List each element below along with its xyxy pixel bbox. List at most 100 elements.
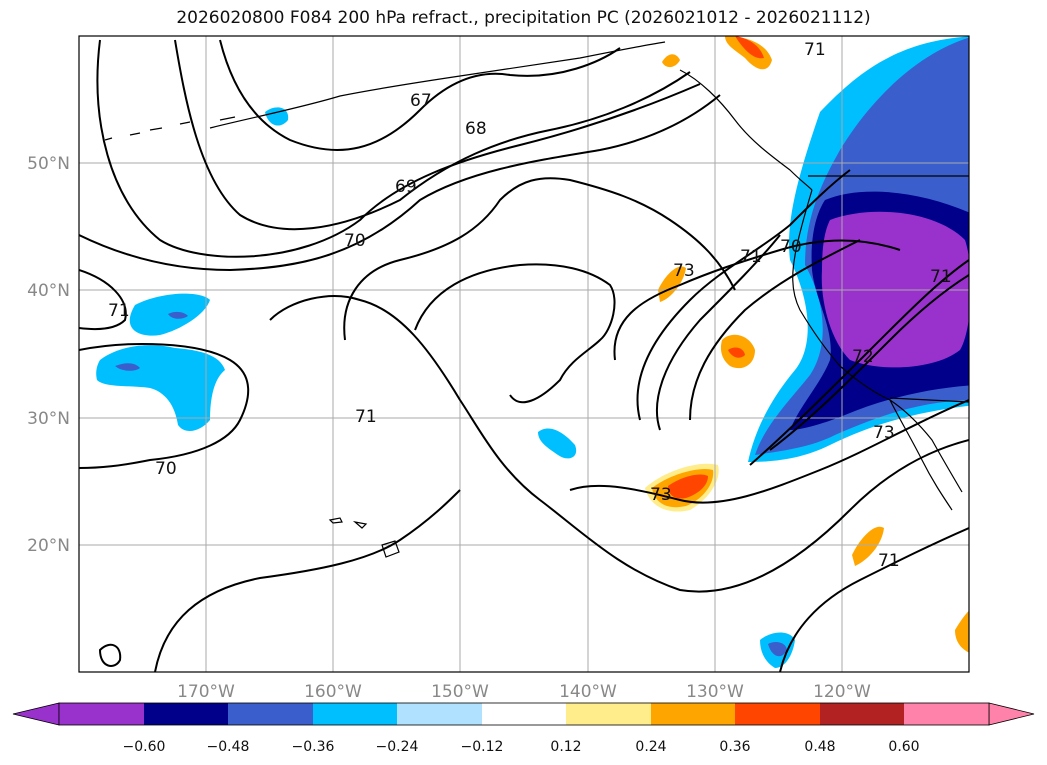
contour-line-70-east bbox=[656, 234, 781, 431]
colorbar-segment bbox=[228, 703, 313, 725]
contour-line-70-loop bbox=[79, 343, 250, 469]
colorbar-segment bbox=[313, 703, 397, 725]
precip-region-subtropical-c bbox=[768, 642, 787, 657]
coastline-baja bbox=[889, 399, 953, 511]
contour-line-coast-inner bbox=[749, 259, 969, 466]
contour-line-71-main bbox=[269, 295, 969, 593]
colorbar-segment bbox=[482, 703, 566, 725]
lon-tick-label: 150°W bbox=[431, 682, 489, 702]
colorbar-tick-label: 0.24 bbox=[635, 739, 666, 755]
colorbar-extend-left bbox=[12, 702, 60, 726]
contour-label: 68 bbox=[465, 119, 487, 139]
contour-label: 71 bbox=[108, 301, 130, 321]
colorbar-segment bbox=[566, 703, 651, 725]
colorbar-segment bbox=[735, 703, 820, 725]
colorbar-tick-label: −0.36 bbox=[292, 739, 335, 755]
coastline-alaska-aleutians bbox=[209, 41, 666, 129]
lon-tick-label: 140°W bbox=[559, 682, 617, 702]
contour-label: 70 bbox=[780, 237, 802, 257]
coastline-hawaii-b bbox=[352, 521, 368, 529]
contour-line-73-inner bbox=[414, 263, 616, 404]
contour-label: 71 bbox=[804, 40, 826, 60]
contour-label: 71 bbox=[740, 247, 762, 267]
refractivity-contours bbox=[79, 39, 969, 672]
contour-line-coast-inner-2 bbox=[769, 274, 969, 451]
contour-line-71-west bbox=[79, 269, 127, 330]
contour-label: 73 bbox=[673, 261, 695, 281]
contour-label: 70 bbox=[344, 231, 366, 251]
colorbar-tick-label: −0.24 bbox=[376, 739, 419, 755]
border-us-mexico bbox=[889, 397, 969, 403]
colorbar: −0.60 −0.48 −0.36 −0.24 −0.12 0.12 0.24 … bbox=[12, 702, 1035, 755]
colorbar-segment bbox=[397, 703, 482, 725]
contour-label: 73 bbox=[873, 423, 895, 443]
contour-line-69 bbox=[96, 39, 701, 258]
lon-tick-label: 170°W bbox=[177, 682, 235, 702]
precip-region-positive-north bbox=[725, 36, 772, 70]
contour-line-72-east bbox=[689, 239, 861, 421]
coastlines bbox=[104, 41, 969, 558]
contour-label: 71 bbox=[878, 551, 900, 571]
contour-label: 72 bbox=[852, 347, 874, 367]
colorbar-segment bbox=[651, 703, 735, 725]
precip-region-positive-small-a bbox=[658, 266, 686, 302]
colorbar-tick-label: −0.48 bbox=[207, 739, 250, 755]
colorbar-segment bbox=[820, 703, 904, 725]
lat-tick-label: 30°N bbox=[27, 409, 70, 429]
precip-region-positive-small-c bbox=[955, 610, 969, 653]
contour-labels: 67 68 69 70 71 71 71 70 71 73 73 73 72 7… bbox=[108, 40, 952, 571]
map-title: 2026020800 F084 200 hPa refract., precip… bbox=[176, 8, 871, 28]
contour-line-72 bbox=[343, 177, 736, 341]
lat-tick-label: 20°N bbox=[27, 536, 70, 556]
colorbar-segment bbox=[59, 703, 144, 725]
precip-region-central-pacific-d bbox=[168, 311, 188, 319]
contour-line-70-north bbox=[79, 94, 721, 272]
coastline-aleutian-islands bbox=[104, 116, 236, 141]
lat-axis: 50°N 40°N 30°N 20°N bbox=[27, 154, 70, 556]
precip-region-positive-small-b bbox=[852, 526, 884, 566]
coastline-hawaii-c bbox=[381, 540, 400, 558]
colorbar-segment bbox=[144, 703, 228, 725]
contour-line-73-outer bbox=[613, 239, 901, 361]
lat-tick-label: 40°N bbox=[27, 281, 70, 301]
contour-label: 70 bbox=[155, 459, 177, 479]
lon-axis: 170°W 160°W 150°W 140°W 130°W 120°W bbox=[177, 682, 871, 702]
lon-tick-label: 160°W bbox=[304, 682, 362, 702]
coastline-british-columbia bbox=[679, 69, 813, 191]
precip-region-positive-offshore-core bbox=[728, 347, 745, 358]
map-frame bbox=[78, 35, 970, 673]
contour-line-71-east bbox=[636, 169, 851, 421]
contour-label: 73 bbox=[650, 485, 672, 505]
contour-line-southwest bbox=[154, 489, 461, 672]
colorbar-tick-label: 0.12 bbox=[550, 739, 581, 755]
coastline-us-west-coast bbox=[792, 189, 963, 493]
colorbar-frame bbox=[58, 702, 990, 726]
precip-region-subtropical-a bbox=[538, 428, 577, 459]
gridlines bbox=[79, 36, 969, 672]
lon-tick-label: 130°W bbox=[686, 682, 744, 702]
colorbar-tick-label: 0.60 bbox=[888, 739, 919, 755]
map-panel: 67 68 69 70 71 71 71 70 71 73 73 73 72 7… bbox=[78, 35, 970, 673]
colorbar-tick-label: −0.12 bbox=[461, 739, 504, 755]
lon-tick-label: 120°W bbox=[813, 682, 871, 702]
precip-region-aleutian bbox=[265, 107, 289, 126]
contour-label: 71 bbox=[355, 407, 377, 427]
precip-region-positive-east-pacific-core bbox=[668, 474, 708, 499]
contour-label: 71 bbox=[930, 267, 952, 287]
contour-line-68 bbox=[174, 39, 691, 231]
contour-line-67 bbox=[219, 39, 621, 151]
colorbar-tick-label: −0.60 bbox=[123, 739, 166, 755]
precipitation-shading bbox=[96, 36, 969, 668]
coastline-hawaii-a bbox=[328, 517, 343, 524]
contour-line-small-loop bbox=[98, 643, 122, 667]
precip-region-positive-north-core bbox=[735, 36, 764, 59]
colorbar-extend-right bbox=[988, 702, 1035, 726]
contour-line-south bbox=[569, 399, 969, 504]
precip-region-positive-small-d bbox=[662, 54, 680, 68]
contour-label: 67 bbox=[410, 91, 432, 111]
colorbar-segment bbox=[904, 703, 989, 725]
contour-line-southeast bbox=[779, 527, 969, 672]
colorbar-tick-label: 0.48 bbox=[804, 739, 835, 755]
lat-tick-label: 50°N bbox=[27, 154, 70, 174]
